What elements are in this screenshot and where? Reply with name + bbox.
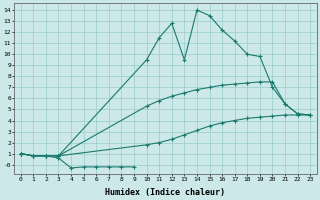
X-axis label: Humidex (Indice chaleur): Humidex (Indice chaleur) — [106, 188, 226, 197]
